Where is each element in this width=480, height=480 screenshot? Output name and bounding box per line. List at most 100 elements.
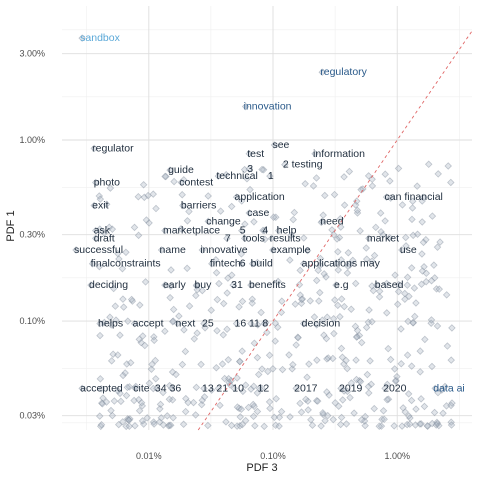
word-point — [200, 384, 208, 393]
word-label: market — [367, 232, 399, 244]
word-point — [78, 384, 86, 393]
word-point — [246, 185, 254, 194]
word-point — [240, 234, 249, 243]
word-point — [212, 268, 221, 277]
word-point — [118, 264, 127, 273]
word-point — [147, 365, 156, 373]
word-point — [367, 380, 376, 389]
x-axis-title: PDF 3 — [246, 462, 277, 474]
word-point — [336, 312, 344, 321]
word-point — [377, 227, 385, 236]
word-point — [345, 167, 354, 176]
word-point — [431, 384, 440, 393]
word-label: 3 — [247, 163, 253, 175]
word-point — [403, 420, 411, 429]
word-point — [286, 413, 294, 421]
word-point — [149, 418, 158, 426]
word-point — [299, 319, 308, 328]
word-point — [430, 408, 439, 417]
word-point — [102, 200, 111, 209]
word-point — [405, 420, 414, 428]
word-point — [106, 184, 115, 192]
word-point — [433, 243, 442, 251]
word-point — [241, 416, 250, 425]
word-point — [408, 197, 417, 205]
word-point — [447, 178, 455, 187]
word-label: 7 — [225, 232, 231, 244]
word-point — [418, 218, 426, 226]
word-point — [381, 170, 390, 178]
word-point — [294, 333, 302, 341]
word-point — [394, 287, 403, 296]
word-point — [150, 420, 158, 428]
word-point — [352, 375, 361, 384]
word-point — [310, 313, 319, 321]
word-point — [110, 397, 119, 405]
word-point — [136, 301, 144, 309]
word-point — [419, 238, 428, 247]
word-point — [329, 315, 338, 323]
word-point — [91, 234, 100, 243]
word-point — [250, 382, 258, 391]
word-point — [351, 201, 360, 209]
word-point — [274, 226, 283, 235]
word-point — [95, 412, 104, 420]
word-label: 21 — [216, 382, 228, 394]
word-point — [183, 217, 192, 225]
word-point — [413, 182, 421, 190]
word-point — [405, 292, 413, 301]
word-point — [347, 379, 356, 387]
word-point — [238, 259, 246, 268]
word-point — [229, 281, 237, 289]
word-point — [183, 264, 191, 273]
word-point — [372, 223, 380, 232]
word-point — [334, 301, 342, 310]
word-point — [178, 190, 186, 199]
word-label: 10 — [232, 382, 244, 394]
word-point — [430, 274, 439, 282]
word-point — [109, 284, 118, 293]
word-point — [204, 217, 213, 226]
word-point — [292, 341, 300, 349]
word-point — [368, 175, 376, 184]
word-point — [301, 180, 309, 188]
word-point — [244, 403, 253, 412]
x-tick-label: 0.10% — [260, 451, 286, 461]
word-point — [232, 193, 241, 201]
word-point — [180, 176, 188, 184]
word-label: sandbox — [80, 32, 120, 44]
word-point — [278, 297, 286, 305]
word-point — [235, 303, 243, 311]
word-point — [198, 246, 207, 254]
word-point — [131, 421, 139, 430]
word-label: applications may — [302, 258, 381, 270]
word-point — [181, 407, 190, 416]
word-point — [328, 226, 336, 234]
word-point — [178, 360, 187, 369]
word-point — [189, 398, 198, 407]
word-label: data ai — [433, 382, 465, 394]
word-point — [391, 271, 399, 279]
word-point — [245, 209, 253, 217]
word-point — [447, 401, 455, 410]
word-point — [392, 376, 400, 385]
word-point — [307, 415, 315, 424]
word-label: successful — [74, 244, 123, 256]
word-point — [329, 415, 338, 424]
word-point — [123, 415, 132, 423]
word-point — [353, 209, 362, 217]
word-point — [102, 398, 111, 406]
word-point — [357, 338, 366, 347]
word-point — [324, 354, 333, 362]
word-point — [250, 402, 258, 411]
word-point — [239, 387, 247, 396]
word-point — [200, 393, 209, 401]
word-point — [381, 217, 389, 225]
word-label: 2020 — [383, 382, 407, 394]
word-point — [320, 270, 328, 278]
word-point — [219, 299, 228, 308]
word-point — [218, 360, 227, 368]
word-point — [152, 374, 160, 383]
word-label: use — [400, 244, 417, 256]
word-point — [216, 207, 225, 215]
